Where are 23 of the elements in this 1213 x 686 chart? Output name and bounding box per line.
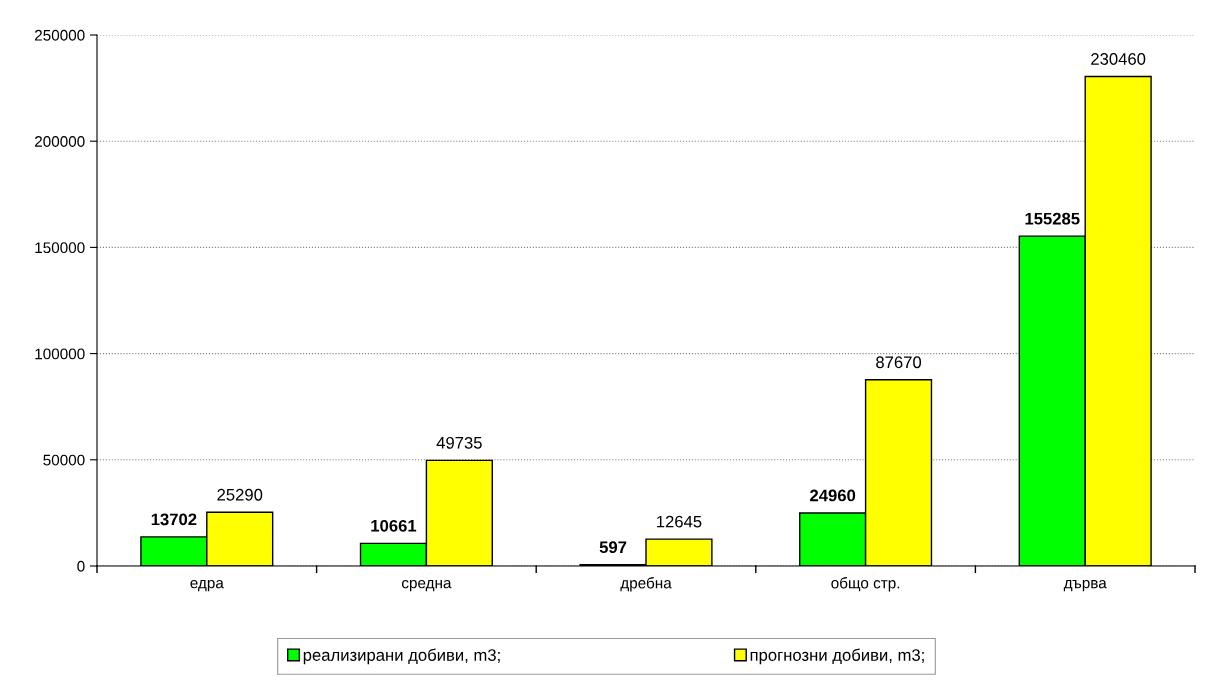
data-label: 24960 [810, 489, 856, 502]
data-label: 12645 [657, 515, 702, 528]
data-label: 230460 [1091, 53, 1146, 65]
x-tick-label: дърва [1063, 579, 1107, 592]
y-tick-label: 200000 [34, 136, 85, 147]
data-label: 25290 [217, 488, 263, 501]
x-tick-label: общо стр. [831, 577, 900, 592]
data-label: 87670 [876, 356, 922, 369]
data-label: 49735 [436, 436, 482, 449]
x-tick-label: дребна [620, 577, 672, 592]
data-label: 13702 [151, 513, 197, 526]
y-tick-label: 100000 [35, 348, 85, 360]
y-tick-label: 150000 [35, 242, 85, 254]
legend-label: прогнозни добиви, m3; [750, 648, 924, 665]
y-tick-label: 250000 [34, 29, 85, 41]
data-label: 597 [599, 541, 627, 554]
data-label: 155285 [1025, 212, 1080, 225]
x-tick-label: средна [401, 579, 452, 592]
x-tick-label: едра [190, 579, 224, 592]
data-label: 10661 [371, 519, 417, 532]
y-tick-label: 0 [77, 560, 85, 572]
y-tick-label: 50000 [43, 454, 85, 466]
legend-label: реализирани добиви, m3; [303, 648, 500, 665]
